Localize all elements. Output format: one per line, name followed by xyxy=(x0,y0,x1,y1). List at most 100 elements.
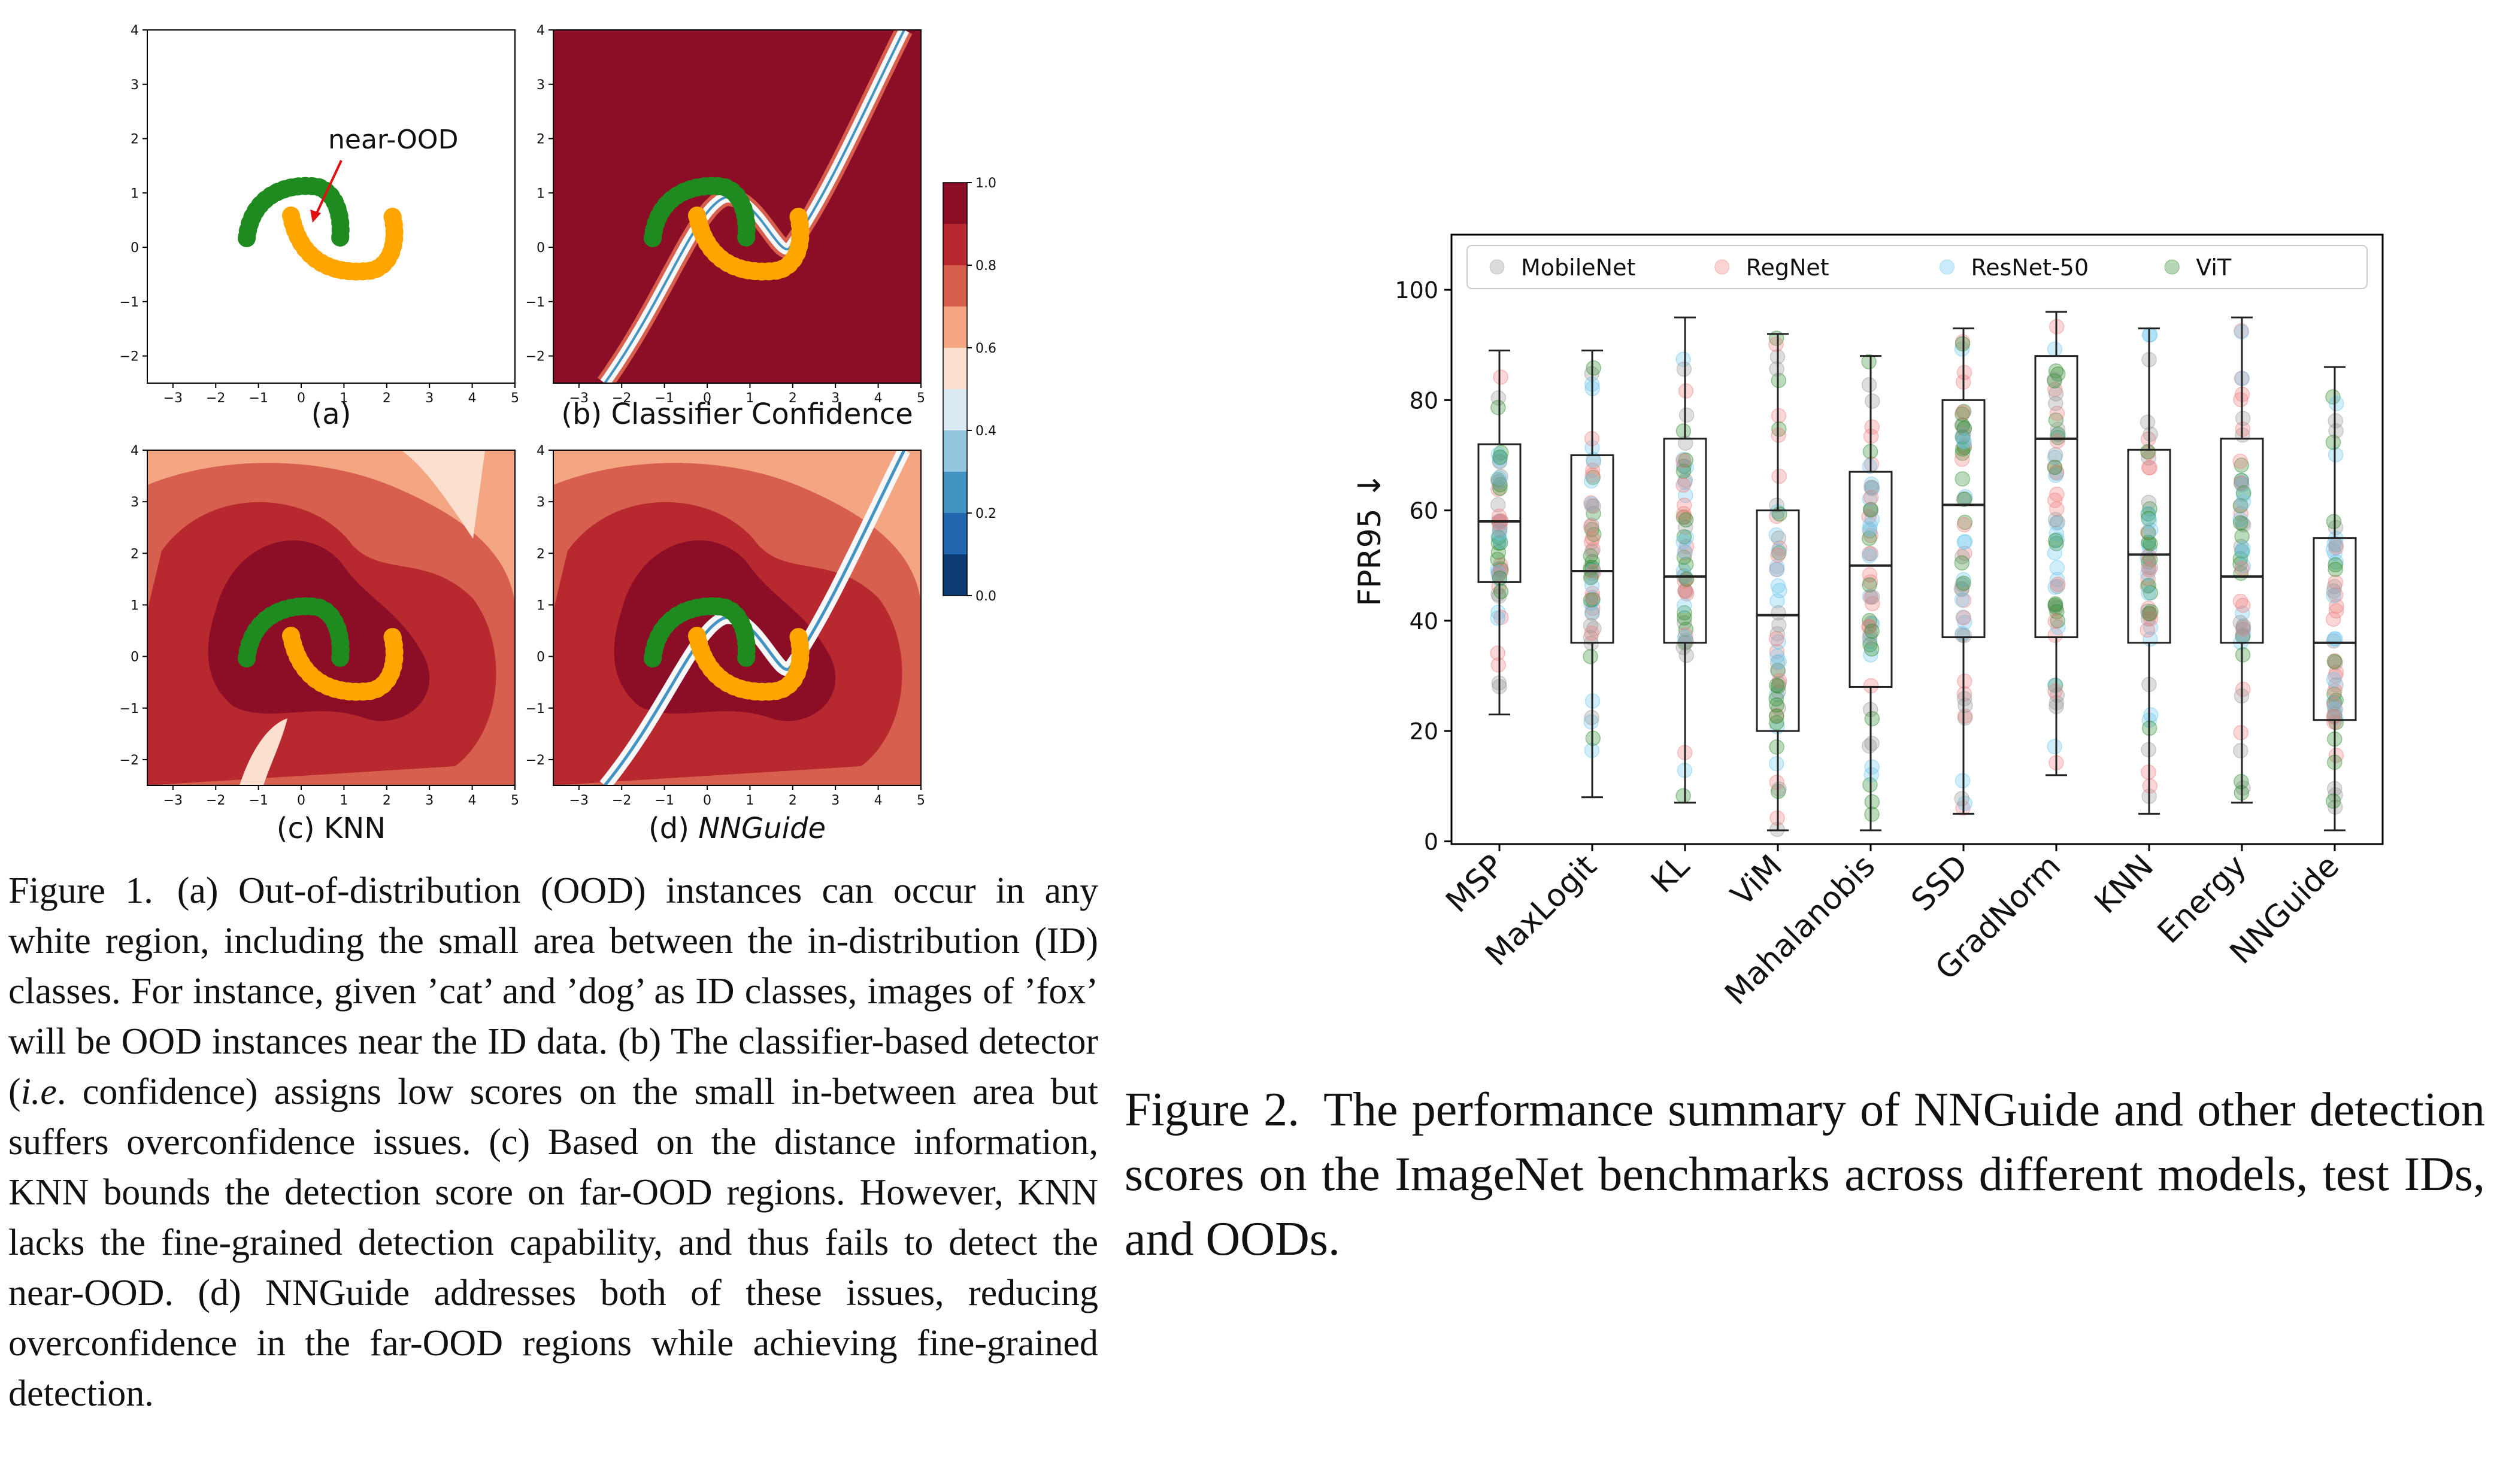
panel-c: (c) KNN xyxy=(147,450,516,845)
legend-label: ResNet-50 xyxy=(1971,254,2089,281)
x-tick-label: 3 xyxy=(831,391,840,406)
data-point xyxy=(1675,453,1691,469)
colorbar-level xyxy=(943,348,967,390)
data-point xyxy=(1675,639,1691,655)
box-iqr xyxy=(2127,448,2171,644)
data-point xyxy=(1771,676,1787,691)
data-point xyxy=(2326,633,2342,649)
data-point xyxy=(1584,605,1600,621)
y-tick-label: 20 xyxy=(1410,718,1438,745)
x-tick-label: 0 xyxy=(703,793,711,808)
y-tick-label: 0 xyxy=(131,241,139,256)
data-point xyxy=(1675,463,1692,479)
data-point xyxy=(1492,522,1507,538)
colorbar: 1.0 0.8 0.6 0.4 0.2 0.0 xyxy=(943,176,996,604)
data-point xyxy=(1583,648,1598,664)
data-point xyxy=(1863,647,1878,663)
x-tick-label: 5 xyxy=(917,391,925,406)
data-point xyxy=(1677,610,1692,626)
class2-points xyxy=(688,207,810,281)
data-point xyxy=(2327,683,2343,699)
data-point xyxy=(1769,361,1784,377)
figure-1-caption-part-1: (a) Out-of-distribution (OOD) instances … xyxy=(8,870,1098,1112)
box-iqr xyxy=(1756,509,1800,732)
data-point xyxy=(2141,450,2156,466)
box-iqr xyxy=(2220,438,2264,644)
data-point xyxy=(1677,509,1693,525)
data-point xyxy=(2141,525,2156,541)
data-point xyxy=(1490,390,1507,406)
box-iqr xyxy=(1663,438,1707,644)
data-point xyxy=(1492,480,1508,496)
data-point xyxy=(1954,441,1971,457)
data-point xyxy=(2141,494,2157,511)
data-point xyxy=(1490,481,1506,497)
data-point xyxy=(2048,468,2063,484)
data-point xyxy=(1956,517,1972,533)
box-plots xyxy=(1477,311,2357,831)
data-point xyxy=(1492,450,1508,466)
legend-marker xyxy=(1489,259,1505,275)
data-point xyxy=(2048,512,2063,527)
data-point xyxy=(1954,791,1969,806)
data-point xyxy=(2234,472,2250,488)
data-point xyxy=(1957,710,1973,726)
data-point xyxy=(1954,406,1970,422)
data-point xyxy=(1772,506,1787,522)
x-tick-label: 4 xyxy=(874,793,883,808)
data-point xyxy=(2050,421,2066,438)
y-tick-label: 80 xyxy=(1410,387,1438,414)
data-point xyxy=(1583,534,1599,550)
data-point xyxy=(1771,634,1786,650)
data-point xyxy=(1768,755,1784,772)
data-point xyxy=(2233,475,2249,491)
colorbar-tick-label: 0.8 xyxy=(975,259,996,274)
data-point xyxy=(2141,506,2156,521)
panel-c-frame xyxy=(147,450,516,786)
data-point xyxy=(2235,621,2251,637)
data-point xyxy=(1954,336,1971,352)
data-point xyxy=(1677,605,1692,621)
data-point xyxy=(1772,582,1787,599)
data-point xyxy=(1772,541,1787,556)
data-point xyxy=(1493,369,1508,385)
data-point xyxy=(1770,662,1786,678)
data-point xyxy=(1864,616,1880,632)
data-point xyxy=(2047,683,2063,699)
data-point xyxy=(1957,796,1973,811)
data-point xyxy=(2049,532,2065,547)
data-point xyxy=(2141,560,2156,576)
x-tick-label: 0 xyxy=(297,391,305,406)
data-point xyxy=(2234,477,2250,493)
data-point xyxy=(2141,578,2156,593)
data-point xyxy=(1678,539,1695,554)
near-ood-arrow-shaft xyxy=(315,160,343,215)
data-point xyxy=(2047,459,2063,475)
data-point xyxy=(1678,584,1694,599)
data-point xyxy=(1490,605,1506,620)
data-point xyxy=(1954,555,1970,571)
data-point xyxy=(1770,578,1786,594)
colorbar-frame xyxy=(943,182,968,596)
knn-level-4 xyxy=(208,540,430,721)
panel-tick-labels: −3 −2 −1 0 1 2 3 4 5 4 3 2 1 0 −1 −2 −3 −2 −1 0 1 2 3 4 5 4 3 2 1 0 −1… xyxy=(120,23,925,808)
data-point xyxy=(1862,517,1878,533)
panel-d-boundary-center xyxy=(604,450,906,785)
data-point xyxy=(2141,606,2156,622)
data-point xyxy=(2049,572,2065,587)
x-tick-label: 5 xyxy=(917,793,925,808)
x-tick-label: 1 xyxy=(340,793,348,808)
data-point xyxy=(2141,511,2156,526)
data-point xyxy=(1585,591,1601,607)
y-tick-label: 3 xyxy=(131,78,139,93)
data-point xyxy=(2140,611,2156,627)
data-point xyxy=(1675,477,1691,493)
data-point xyxy=(1956,438,1972,453)
data-point xyxy=(1585,469,1601,485)
colorbar-level xyxy=(943,306,967,348)
data-point xyxy=(2325,389,2341,405)
data-point xyxy=(2232,511,2248,527)
data-point xyxy=(1863,503,1879,518)
figure-1-caption-italic: i.e xyxy=(20,1072,57,1112)
data-point xyxy=(2048,533,2063,548)
